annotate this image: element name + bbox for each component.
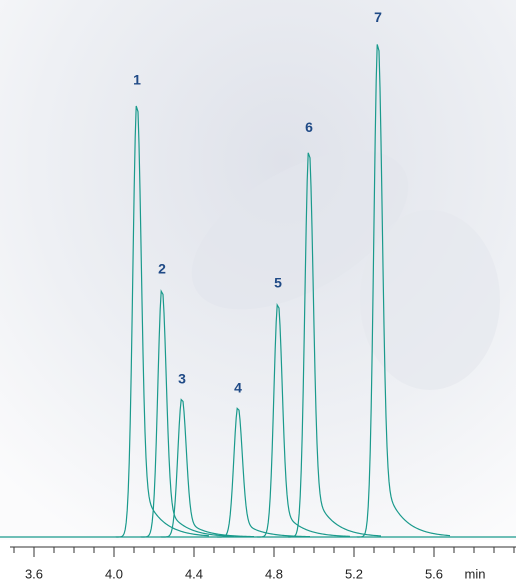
x-tick-label: 3.6 — [25, 566, 43, 581]
peak-label: 5 — [274, 274, 282, 290]
peak-label: 4 — [234, 380, 242, 396]
peak — [287, 152, 382, 538]
background-shape — [191, 150, 409, 310]
x-tick-label: 5.6 — [425, 566, 443, 581]
peak — [115, 105, 210, 538]
peak — [356, 44, 451, 538]
peak-label: 3 — [178, 371, 186, 387]
x-tick-label: 4.4 — [185, 566, 203, 581]
peak-label: 6 — [305, 119, 313, 135]
x-tick-label: 4.0 — [105, 566, 123, 581]
peak — [256, 302, 351, 538]
background-shape — [360, 210, 500, 390]
peak — [140, 289, 235, 538]
peak-label: 2 — [158, 260, 166, 276]
peak-label: 7 — [374, 9, 382, 25]
peak-label: 1 — [133, 72, 141, 88]
x-tick-label: 4.8 — [265, 566, 283, 581]
peak — [161, 398, 255, 538]
x-tick-label: 5.2 — [345, 566, 363, 581]
x-axis-label: min — [465, 566, 486, 581]
